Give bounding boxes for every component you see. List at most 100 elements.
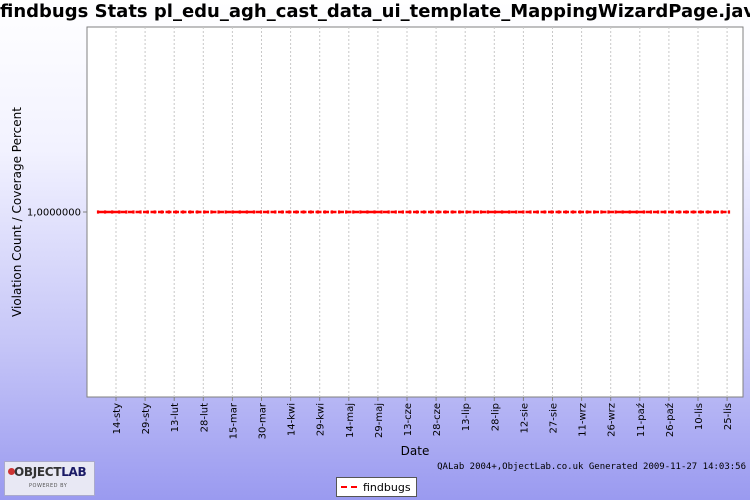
series-point — [259, 210, 263, 214]
legend: findbugs — [336, 477, 417, 497]
series-point — [515, 210, 518, 214]
series-point — [458, 210, 461, 214]
series-point — [366, 210, 369, 214]
series-point — [557, 210, 560, 214]
series-point — [635, 210, 638, 214]
series-point — [564, 210, 568, 214]
x-tick-label: 14-maj — [345, 403, 356, 438]
series-point — [614, 210, 617, 214]
series-point — [245, 210, 248, 214]
x-tick-label: 13-lip — [461, 403, 472, 431]
legend-label: findbugs — [363, 480, 411, 494]
series-point — [174, 210, 178, 214]
x-tick-label: 30-mar — [258, 402, 269, 439]
series-point — [181, 210, 185, 214]
x-tick-label: 12-sie — [519, 403, 530, 433]
series-point — [621, 210, 624, 214]
series-point — [359, 210, 362, 214]
series-point — [593, 210, 596, 214]
x-tick-label: 13-lut — [170, 403, 181, 432]
series-point — [111, 210, 114, 214]
logo-tagline: POWERED BY — [29, 483, 68, 489]
chart-title: findbugs Stats pl_edu_agh_cast_data_ui_t… — [0, 1, 750, 22]
series-point — [649, 210, 653, 214]
x-tick-label: 11-wrz — [578, 403, 589, 437]
series-point — [330, 210, 334, 214]
objectlab-logo: OBJECTLAB POWERED BY — [4, 461, 95, 496]
y-tick-label: 1,0000000 — [27, 208, 81, 219]
series-point — [543, 210, 546, 214]
series-point — [401, 210, 404, 214]
series-point — [252, 210, 256, 214]
x-tick-label: 14-sty — [112, 403, 123, 434]
series-point — [96, 210, 100, 214]
x-tick-label: 29-maj — [374, 403, 385, 438]
series-point — [579, 210, 582, 214]
series-point — [444, 210, 447, 214]
generated-credit: QALab 2004+,ObjectLab.co.uk Generated 20… — [437, 462, 746, 472]
series-point — [373, 210, 376, 214]
series-point — [713, 210, 716, 214]
x-tick-label: 26-paź — [664, 403, 676, 437]
series-point — [196, 210, 199, 214]
series-point — [536, 210, 539, 214]
series-point — [501, 210, 504, 214]
y-axis-label: Violation Count / Coverage Percent — [10, 107, 24, 317]
x-tick-label: 28-lip — [490, 403, 501, 431]
series-point — [103, 210, 107, 214]
series-point — [224, 210, 227, 214]
y-axis-ticks: 1,0000000 — [27, 208, 87, 219]
series-point — [380, 210, 383, 214]
x-tick-label: 29-sty — [141, 403, 152, 434]
series-point — [139, 210, 142, 214]
series-point — [288, 210, 291, 214]
series-point — [423, 210, 426, 214]
x-tick-label: 15-mar — [228, 402, 239, 439]
series-point — [238, 210, 241, 214]
series-point — [600, 210, 603, 214]
series-point — [586, 210, 589, 214]
series-point — [323, 210, 326, 214]
series-point — [118, 210, 121, 214]
series-point — [607, 210, 610, 214]
series-point — [437, 210, 440, 214]
series-point — [508, 210, 511, 214]
series-point — [281, 210, 284, 214]
series-point — [430, 210, 433, 214]
series-point — [274, 210, 277, 214]
series-point — [642, 210, 646, 214]
series-point — [550, 210, 553, 214]
series-point — [337, 210, 341, 214]
x-tick-label: 27-sie — [549, 403, 560, 433]
series-point — [415, 210, 419, 214]
series-point — [486, 210, 490, 214]
series-point — [160, 210, 163, 214]
x-axis-label: Date — [401, 444, 430, 458]
series-point — [394, 210, 397, 214]
series-point — [685, 210, 688, 214]
x-tick-label: 13-cze — [403, 403, 414, 436]
series-point — [408, 210, 412, 214]
series-point — [203, 210, 206, 214]
logo-wordmark: OBJECTLAB — [14, 465, 87, 479]
series-point — [153, 210, 156, 214]
series-point — [132, 210, 135, 214]
x-axis-ticks: 14-sty 29-sty 13-lut 28-lut 15-mar 30-mar 14-k… — [112, 397, 734, 439]
x-tick-label: 28-lut — [199, 403, 210, 432]
series-point — [720, 210, 724, 214]
series-point — [345, 210, 348, 214]
series-point — [352, 210, 355, 214]
x-tick-label: 25-lis — [723, 403, 734, 430]
series-point — [472, 210, 475, 214]
x-tick-label: 26-wrz — [607, 403, 618, 437]
legend-swatch-icon — [341, 486, 357, 488]
series-point — [657, 210, 660, 214]
series-layer — [96, 210, 731, 214]
series-point — [217, 210, 220, 214]
series-point — [167, 210, 170, 214]
series-point — [678, 210, 681, 214]
series-point — [316, 210, 319, 214]
series-point — [571, 210, 575, 214]
series-point — [699, 210, 702, 214]
